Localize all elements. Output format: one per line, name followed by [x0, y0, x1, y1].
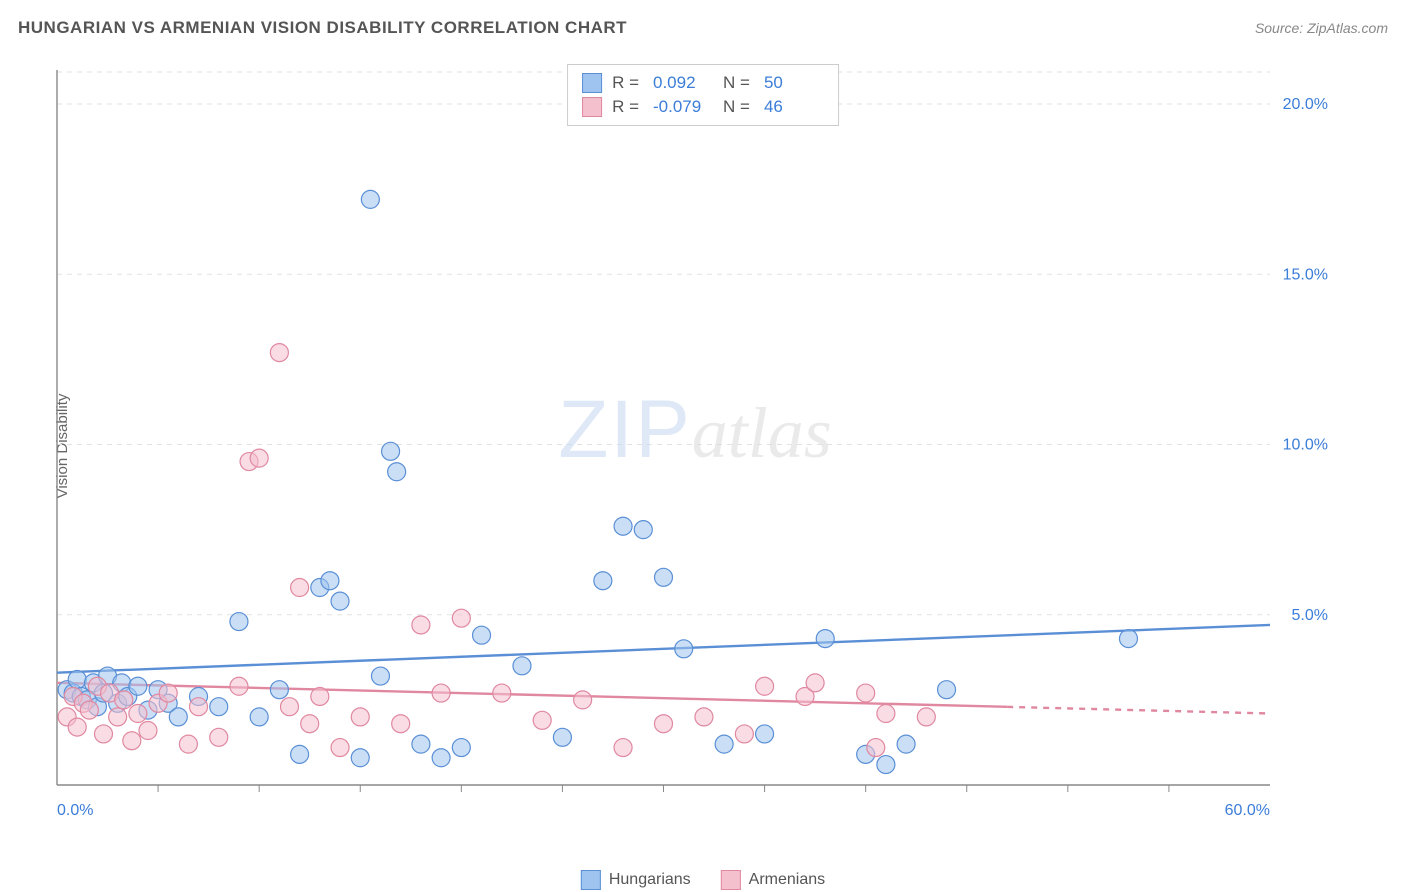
scatter-plot: 0.0% 60.0% 5.0% 10.0% 15.0% 20.0%	[55, 60, 1335, 830]
svg-text:10.0%: 10.0%	[1283, 437, 1328, 454]
chart-header: HUNGARIAN VS ARMENIAN VISION DISABILITY …	[18, 18, 1388, 38]
legend-item-armenians: Armenians	[721, 870, 825, 890]
stats-row-1: R = -0.079 N = 46	[582, 95, 824, 119]
r-value: -0.079	[653, 97, 703, 117]
n-label: N =	[723, 97, 750, 117]
chart-area: 0.0%60.0%5.0%10.0%15.0%20.0% ZIPatlas	[55, 60, 1335, 830]
n-value: 50	[764, 73, 814, 93]
bottom-legend: Hungarians Armenians	[581, 870, 825, 890]
chart-title: HUNGARIAN VS ARMENIAN VISION DISABILITY …	[18, 18, 627, 38]
r-label: R =	[612, 97, 639, 117]
n-label: N =	[723, 73, 750, 93]
svg-text:15.0%: 15.0%	[1283, 266, 1328, 283]
svg-text:60.0%: 60.0%	[1225, 802, 1270, 819]
stats-legend: R = 0.092 N = 50 R = -0.079 N = 46	[567, 64, 839, 126]
legend-swatch-armenians	[721, 870, 741, 890]
svg-text:0.0%: 0.0%	[57, 802, 93, 819]
stats-swatch-1	[582, 97, 602, 117]
chart-source: Source: ZipAtlas.com	[1255, 20, 1388, 36]
r-value: 0.092	[653, 73, 703, 93]
legend-swatch-hungarians	[581, 870, 601, 890]
legend-label: Armenians	[749, 871, 825, 889]
legend-label: Hungarians	[609, 871, 691, 889]
svg-text:5.0%: 5.0%	[1292, 607, 1328, 624]
n-value: 46	[764, 97, 814, 117]
svg-text:20.0%: 20.0%	[1283, 96, 1328, 113]
stats-swatch-0	[582, 73, 602, 93]
r-label: R =	[612, 73, 639, 93]
stats-row-0: R = 0.092 N = 50	[582, 71, 824, 95]
legend-item-hungarians: Hungarians	[581, 870, 691, 890]
